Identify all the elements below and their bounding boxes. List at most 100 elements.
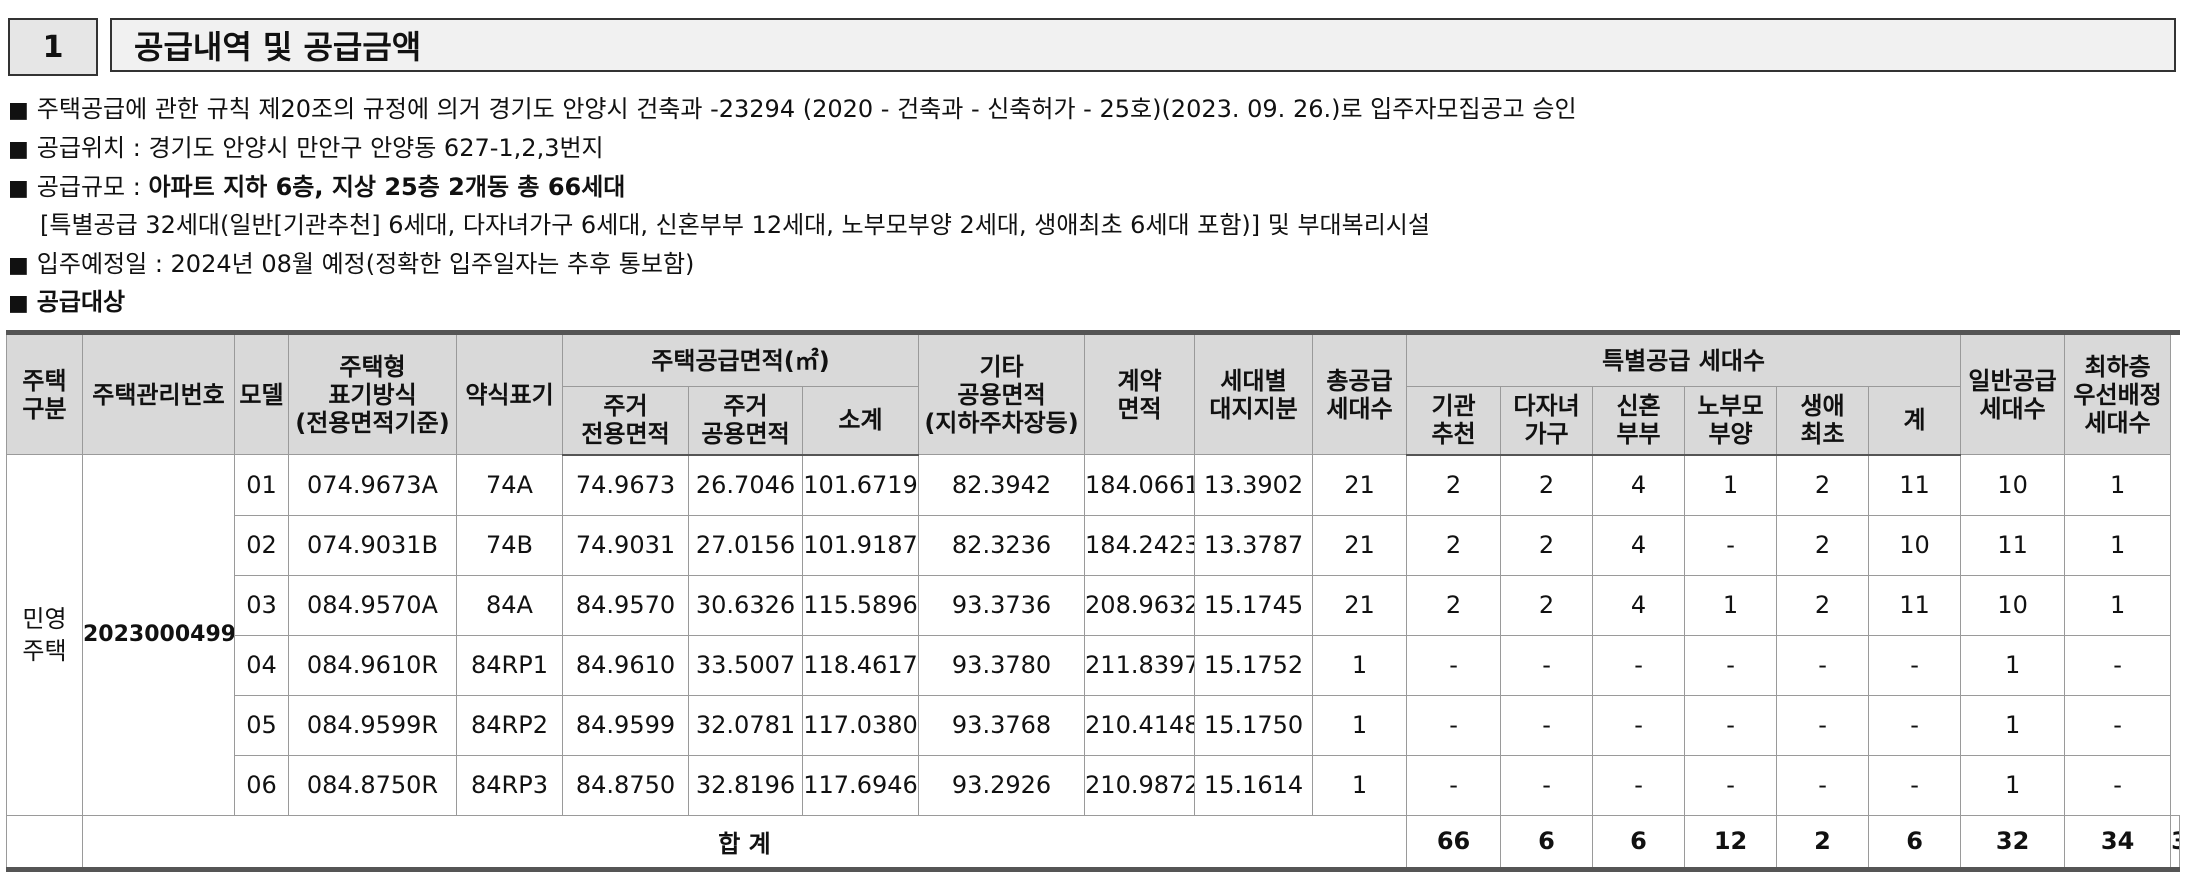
type-cell: 084.8750R <box>288 754 457 816</box>
sp-institution-cell: 2 <box>1406 454 1502 516</box>
total-units-cell: 21 <box>1312 514 1408 576</box>
exclusive-cell: 74.9673 <box>562 454 689 516</box>
sp-multichild-sum-cell: 6 <box>1592 814 1686 870</box>
sp-multichild-cell: - <box>1500 754 1594 816</box>
bullet-square-icon: ■ <box>8 253 29 278</box>
general-cell: 10 <box>1960 454 2066 516</box>
sp-institution-cell: - <box>1406 754 1502 816</box>
contract-cell: 211.8397 <box>1084 634 1196 696</box>
contract-cell: 184.0661 <box>1084 454 1196 516</box>
model-cell: 04 <box>234 634 289 696</box>
scale-label: 공급규모 : <box>36 173 149 201</box>
other-common-cell: 93.3736 <box>918 574 1086 636</box>
info-move-in: ■ 입주예정일 : 2024년 08월 예정(정확한 입주일자는 추후 통보함) <box>8 249 694 281</box>
housing-kind-cell: 민영 주택 <box>6 454 83 816</box>
lowest-floor-cell: 1 <box>2064 454 2172 516</box>
header-supply-area: 주택공급면적(㎡) <box>561 332 920 387</box>
header-sp-newlywed: 신혼 부부 <box>1592 386 1686 456</box>
info-target: ■ 공급대상 <box>8 287 125 319</box>
target-heading: 공급대상 <box>36 288 126 316</box>
section-title: 공급내역 및 공급금액 <box>110 18 2176 72</box>
sp-newlywed-cell: 4 <box>1592 574 1686 636</box>
sp-elderly-sum-cell: 2 <box>1776 814 1870 870</box>
header-special: 특별공급 세대수 <box>1406 332 1962 387</box>
sp-elderly-cell: 1 <box>1684 574 1778 636</box>
sp-institution-cell: - <box>1406 694 1502 756</box>
land-share-cell: 15.1614 <box>1194 754 1314 816</box>
sp-firsttime-cell: - <box>1776 634 1870 696</box>
total-units-cell: 1 <box>1312 634 1408 696</box>
type-cell: 084.9610R <box>288 634 457 696</box>
exclusive-cell: 84.9570 <box>562 574 689 636</box>
common-cell: 27.0156 <box>688 514 803 576</box>
info-location: ■ 공급위치 : 경기도 안양시 만안구 안양동 627-1,2,3번지 <box>8 133 604 165</box>
subtotal-cell: 117.0380 <box>801 694 920 756</box>
land-share-cell: 15.1745 <box>1194 574 1314 636</box>
subtotal-cell: 101.9187 <box>801 514 920 576</box>
short-cell: 84RP2 <box>456 694 563 756</box>
sp-sum-cell: 11 <box>1868 454 1962 516</box>
bullet-square-icon: ■ <box>8 98 29 123</box>
type-cell: 074.9673A <box>288 454 457 516</box>
move-in-text: 입주예정일 : 2024년 08월 예정(정확한 입주일자는 추후 통보함) <box>36 250 695 278</box>
short-cell: 74A <box>456 454 563 516</box>
lowest-floor-cell: - <box>2064 634 2172 696</box>
header-type-label: 주택형 표기방식 (전용면적기준) <box>288 332 457 455</box>
model-cell: 03 <box>234 574 289 636</box>
table-row: 03 084.9570A 84A 84.9570 30.6326 115.589… <box>7 574 2180 636</box>
sp-elderly-cell: - <box>1684 634 1778 696</box>
land-share-cell: 15.1752 <box>1194 634 1314 696</box>
lowest-floor-cell: 1 <box>2064 574 2172 636</box>
sp-institution-cell: 2 <box>1406 574 1502 636</box>
sp-elderly-cell: - <box>1684 754 1778 816</box>
sp-firsttime-cell: - <box>1776 754 1870 816</box>
sp-newlywed-cell: - <box>1592 754 1686 816</box>
lowest-floor-sum-cell: 3 <box>2170 814 2180 870</box>
sp-elderly-cell: 1 <box>1684 454 1778 516</box>
total-units-sum-cell: 66 <box>1406 814 1502 870</box>
sp-firsttime-cell: 2 <box>1776 454 1870 516</box>
model-cell: 02 <box>234 514 289 576</box>
sp-multichild-cell: 2 <box>1500 454 1594 516</box>
sp-elderly-cell: - <box>1684 514 1778 576</box>
model-cell: 05 <box>234 694 289 756</box>
short-cell: 84A <box>456 574 563 636</box>
type-cell: 084.9599R <box>288 694 457 756</box>
bullet-square-icon: ■ <box>8 137 29 162</box>
common-cell: 30.6326 <box>688 574 803 636</box>
contract-cell: 210.9872 <box>1084 754 1196 816</box>
lowest-floor-cell: - <box>2064 754 2172 816</box>
table-total-row: 합 계 66 6 6 12 2 6 32 34 3 <box>6 814 2180 870</box>
other-common-cell: 82.3236 <box>918 514 1086 576</box>
model-cell: 01 <box>234 454 289 516</box>
sp-multichild-cell: 2 <box>1500 514 1594 576</box>
sp-newlywed-cell: 4 <box>1592 454 1686 516</box>
subtotal-cell: 101.6719 <box>801 454 920 516</box>
short-cell: 84RP1 <box>456 634 563 696</box>
header-sp-institution: 기관 추천 <box>1406 386 1502 456</box>
short-cell: 74B <box>456 514 563 576</box>
exclusive-cell: 84.8750 <box>562 754 689 816</box>
subtotal-cell: 117.6946 <box>801 754 920 816</box>
sp-newlywed-cell: - <box>1592 694 1686 756</box>
section-number: 1 <box>8 18 98 76</box>
other-common-cell: 93.3780 <box>918 634 1086 696</box>
sp-newlywed-cell: 4 <box>1592 514 1686 576</box>
general-sum-cell: 34 <box>2064 814 2172 870</box>
type-cell: 074.9031B <box>288 514 457 576</box>
supply-table: 주택 구분 주택관리번호 모델 주택형 표기방식 (전용면적기준) 약식표기 주… <box>6 330 2180 872</box>
table-row: 06 084.8750R 84RP3 84.8750 32.8196 117.6… <box>7 754 2180 816</box>
sp-sum-total-cell: 32 <box>1960 814 2066 870</box>
header-subtotal: 소계 <box>801 386 920 456</box>
total-units-cell: 1 <box>1312 754 1408 816</box>
header-sp-sum: 계 <box>1868 386 1962 456</box>
subtotal-cell: 118.4617 <box>801 634 920 696</box>
table-row: 04 084.9610R 84RP1 84.9610 33.5007 118.4… <box>7 634 2180 696</box>
sp-sum-cell: 10 <box>1868 514 1962 576</box>
type-cell: 084.9570A <box>288 574 457 636</box>
header-housing-type: 주택 구분 <box>6 332 83 455</box>
info-approval: ■ 주택공급에 관한 규칙 제20조의 규정에 의거 경기도 안양시 건축과 -2… <box>8 94 1577 126</box>
total-row-blank-cell <box>6 815 83 869</box>
section-header: 1 공급내역 및 공급금액 <box>8 18 2180 76</box>
header-model: 모델 <box>234 332 289 455</box>
